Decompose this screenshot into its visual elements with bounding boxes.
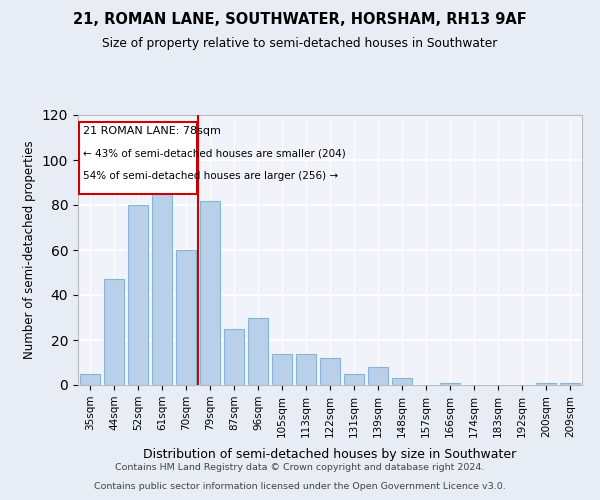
Text: 54% of semi-detached houses are larger (256) →: 54% of semi-detached houses are larger (… xyxy=(83,171,338,181)
Bar xyxy=(392,378,412,385)
Bar xyxy=(176,250,196,385)
Bar xyxy=(560,383,580,385)
Bar xyxy=(200,200,220,385)
Bar xyxy=(440,383,460,385)
Text: Contains HM Land Registry data © Crown copyright and database right 2024.: Contains HM Land Registry data © Crown c… xyxy=(115,464,485,472)
FancyBboxPatch shape xyxy=(79,122,197,194)
Text: 21 ROMAN LANE: 78sqm: 21 ROMAN LANE: 78sqm xyxy=(83,126,221,136)
Bar xyxy=(320,358,340,385)
Bar xyxy=(128,205,148,385)
Bar xyxy=(344,374,364,385)
Bar xyxy=(272,354,292,385)
Text: 21, ROMAN LANE, SOUTHWATER, HORSHAM, RH13 9AF: 21, ROMAN LANE, SOUTHWATER, HORSHAM, RH1… xyxy=(73,12,527,28)
Bar xyxy=(248,318,268,385)
Bar xyxy=(80,374,100,385)
Bar xyxy=(104,279,124,385)
Text: Size of property relative to semi-detached houses in Southwater: Size of property relative to semi-detach… xyxy=(103,38,497,51)
Text: ← 43% of semi-detached houses are smaller (204): ← 43% of semi-detached houses are smalle… xyxy=(83,149,346,159)
Bar xyxy=(368,367,388,385)
X-axis label: Distribution of semi-detached houses by size in Southwater: Distribution of semi-detached houses by … xyxy=(143,448,517,461)
Bar xyxy=(536,383,556,385)
Y-axis label: Number of semi-detached properties: Number of semi-detached properties xyxy=(23,140,37,360)
Bar xyxy=(296,354,316,385)
Bar xyxy=(224,329,244,385)
Text: Contains public sector information licensed under the Open Government Licence v3: Contains public sector information licen… xyxy=(94,482,506,491)
Bar xyxy=(152,178,172,385)
